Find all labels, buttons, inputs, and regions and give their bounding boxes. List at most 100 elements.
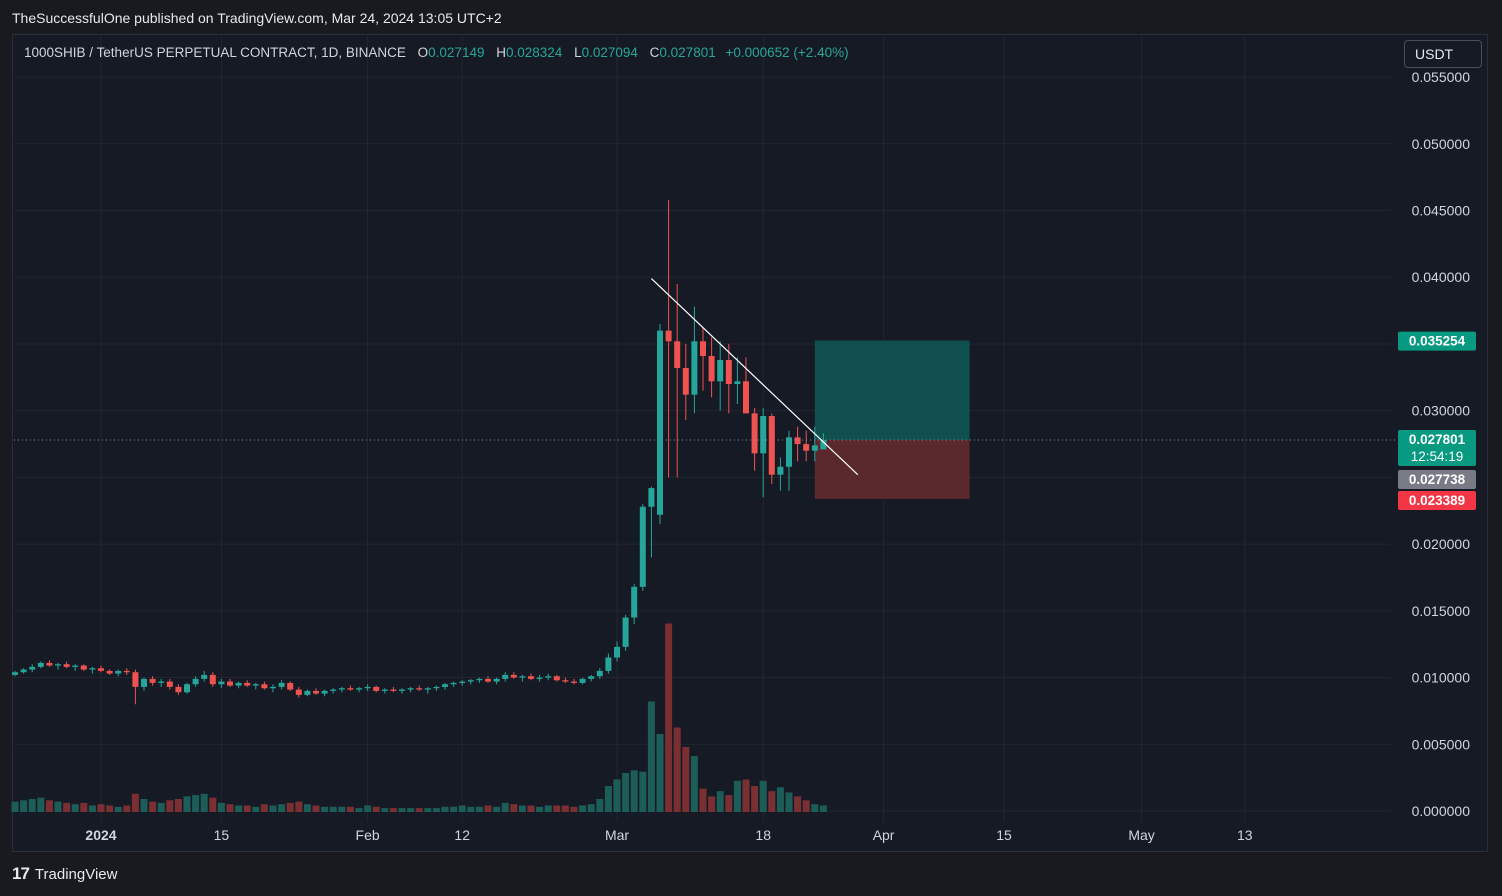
candle-body: [743, 381, 749, 414]
currency-button[interactable]: USDT: [1404, 40, 1482, 68]
y-tick-label: 0.000000: [1412, 803, 1471, 819]
candle-body: [29, 666, 36, 670]
candle-body: [407, 688, 414, 690]
volume-bar: [450, 806, 458, 812]
candle-body: [665, 330, 672, 342]
x-tick-label: Feb: [356, 827, 380, 843]
candle-body: [579, 678, 586, 683]
candle-body: [123, 670, 130, 673]
candle-body: [657, 330, 663, 515]
volume-bar: [28, 799, 36, 812]
price-label-text: 0.035254: [1409, 334, 1466, 349]
candle-body: [141, 678, 147, 687]
candle-body: [631, 586, 638, 618]
high-value: 0.028324: [505, 45, 563, 60]
volume-bar: [45, 800, 53, 812]
low-value: 0.027094: [581, 45, 638, 60]
volume-bar: [665, 623, 673, 812]
candle-body: [485, 678, 491, 682]
candle-body: [356, 688, 362, 690]
volume-bar: [484, 805, 492, 812]
volume-bar: [561, 805, 569, 812]
x-tick-label: 15: [214, 827, 230, 843]
candle-body: [622, 617, 629, 647]
volume-bar: [37, 797, 45, 812]
candle-body: [648, 488, 655, 507]
x-tick-label: Mar: [605, 827, 629, 843]
loss-zone: [814, 440, 970, 499]
candle-body: [467, 680, 474, 682]
candle-body: [184, 684, 190, 693]
volume-bar: [759, 780, 767, 812]
volume-bar: [269, 805, 277, 812]
candle-body: [227, 681, 233, 686]
volume-bar: [183, 796, 191, 812]
candle-body: [63, 664, 70, 667]
volume-bar: [80, 802, 88, 812]
candle-body: [115, 670, 122, 674]
close-label: C: [649, 45, 660, 60]
volume-bar: [553, 805, 561, 812]
volume-bar: [518, 805, 526, 812]
price-label-text: 0.023389: [1409, 493, 1465, 508]
candle-body: [433, 686, 440, 689]
candle-body: [588, 676, 595, 679]
footer-brand[interactable]: 17 TradingView: [12, 864, 117, 884]
candle-body: [528, 676, 534, 679]
y-tick-label: 0.020000: [1412, 536, 1471, 552]
candle-body: [338, 688, 345, 690]
volume-bar: [174, 799, 182, 812]
volume-bar: [329, 806, 337, 812]
candle-body: [545, 676, 552, 678]
price-label-box: [1398, 430, 1476, 467]
y-tick-label: 0.015000: [1412, 603, 1471, 619]
volume-bar: [716, 791, 724, 812]
candle-body: [175, 686, 182, 693]
volume-bar: [639, 771, 647, 812]
candle-body: [261, 684, 268, 689]
candle-body: [347, 688, 354, 690]
volume-bar: [441, 806, 449, 812]
volume-bar: [785, 792, 793, 812]
y-tick-label: 0.045000: [1412, 203, 1471, 219]
trendline: [650, 278, 859, 476]
volume-bar: [149, 801, 157, 812]
y-tick-label: 0.040000: [1412, 269, 1471, 285]
candle-body: [519, 676, 526, 678]
candle-body: [450, 682, 457, 685]
volume-bar: [467, 806, 475, 812]
candle-body: [794, 437, 801, 445]
candle-body: [80, 665, 87, 670]
volume-bar: [88, 805, 96, 812]
candle-body: [596, 670, 603, 677]
candle-body: [725, 359, 732, 384]
y-axis: 0.055000 0.050000 0.045000 0.040000 0.030000…: [1412, 69, 1471, 819]
volume-bar: [751, 786, 759, 812]
candle-body: [313, 690, 319, 694]
chart-frame[interactable]: [12, 34, 1488, 852]
volume-bar: [475, 806, 483, 812]
candle-body: [820, 440, 827, 450]
volume-bar: [226, 804, 234, 812]
volume-bar: [699, 788, 707, 812]
candle-body: [777, 466, 784, 475]
candle-body: [46, 662, 53, 666]
volume-bar: [209, 797, 217, 812]
candle-body: [89, 668, 96, 670]
symbol-name: 1000SHIB / TetherUS PERPETUAL CONTRACT, …: [24, 45, 406, 60]
brand-name: TradingView: [34, 865, 118, 883]
candle-body: [270, 686, 276, 689]
candle-body: [201, 674, 208, 679]
volume-bar: [321, 806, 329, 812]
volume-bar: [613, 779, 621, 812]
x-tick-label: 13: [1237, 827, 1253, 843]
candle-body: [459, 681, 466, 683]
price-label-box: [1398, 470, 1476, 489]
high-label: H: [496, 45, 506, 60]
change-value: +0.000652 (+2.40%): [725, 45, 849, 60]
volume-bar: [682, 747, 690, 812]
volume-bar: [381, 808, 389, 812]
candle-body: [218, 681, 225, 685]
candle-body: [106, 670, 113, 674]
